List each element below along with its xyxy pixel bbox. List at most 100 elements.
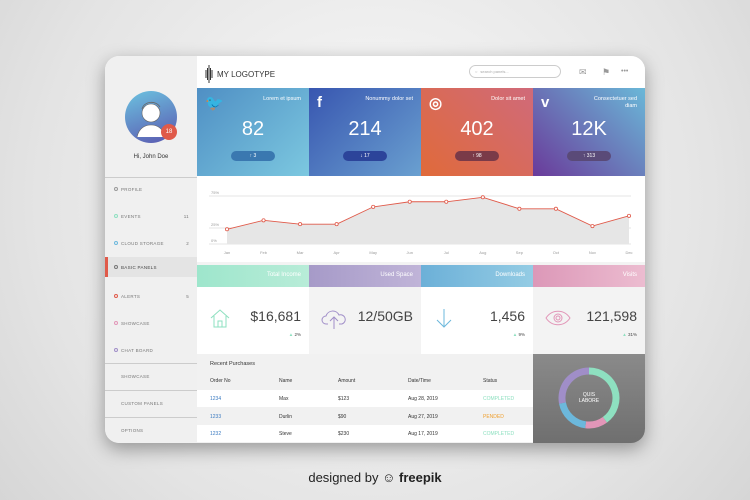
house-icon	[209, 307, 231, 334]
sidebar-item-custom-panels[interactable]: CUSTOM PANELS	[105, 393, 197, 413]
sidebar-item-alerts[interactable]: ALERTS 5	[105, 286, 197, 306]
cell-order[interactable]: 1234	[210, 396, 222, 402]
cell-name: Durlin	[279, 413, 293, 420]
data-point	[224, 227, 229, 232]
sidebar-item-options[interactable]: OPTIONS	[105, 420, 197, 440]
x-tick-label: Mar	[297, 250, 305, 255]
x-tick-label: Aug	[479, 250, 486, 255]
mail-icon[interactable]: ✉	[579, 67, 587, 77]
y-tick-label: 0%	[211, 238, 217, 243]
tile-caption: Lorem et ipsum	[263, 96, 301, 102]
vimeo-icon: v	[541, 94, 550, 111]
sidebar-item-cloud-storage[interactable]: CLOUD STORAGE 2	[105, 233, 197, 253]
cell-order[interactable]: 1232	[210, 431, 222, 437]
nav-count: 2	[186, 240, 189, 246]
search-input[interactable]: ○ search panels...	[469, 65, 561, 78]
bullet-icon	[114, 187, 118, 191]
table-row[interactable]: 1233 Durlin $90 Aug 27, 2019 PENDED	[197, 407, 533, 425]
logo[interactable]: MY LOGOTYPE	[205, 65, 275, 83]
divider	[105, 390, 197, 391]
divider	[105, 177, 197, 178]
data-point	[444, 199, 449, 204]
x-tick-label: Jan	[224, 250, 230, 255]
cell-amount: $90	[338, 413, 347, 420]
x-tick-label: Dec	[625, 250, 632, 255]
stat-card: 12/50GB	[309, 287, 421, 354]
footer-text: designed by	[308, 470, 379, 485]
tile-change: ↑ 3	[231, 151, 275, 161]
bullet-icon	[114, 265, 118, 269]
cell-order[interactable]: 1233	[210, 413, 222, 420]
notification-badge: 18	[161, 124, 177, 140]
avatar[interactable]	[125, 91, 177, 143]
nav-label: PROFILE	[121, 186, 143, 192]
footer-brand: freepik	[399, 470, 442, 485]
tile-caption: Dolor sit amet	[491, 96, 525, 102]
nav-label: ALERTS	[121, 293, 141, 299]
sidebar-item-showcase[interactable]: SHOWCASE	[105, 313, 197, 333]
stat-value: 1,456	[489, 308, 525, 324]
data-point	[298, 222, 303, 227]
sidebar: 18 Hi, John Doe PROFILE EVENTS 11 CLOUD STO…	[105, 56, 197, 443]
arrow-down-icon	[433, 307, 455, 334]
stat-card: 121,598 31%	[533, 287, 645, 354]
social-tile[interactable]: 🐦 Lorem et ipsum 82 ↑ 3	[197, 88, 309, 176]
table-header: Order No Name Amount Date/Time Status	[197, 372, 533, 389]
tile-caption: Consectetuer sed diam	[593, 96, 637, 109]
data-point	[371, 204, 376, 209]
footer: designed by ☺ freepik	[0, 470, 750, 485]
sidebar-item-chat-board[interactable]: CHAT BOARD	[105, 340, 197, 360]
cell-amount: $230	[338, 431, 350, 437]
bullet-icon	[114, 214, 118, 218]
donut-segment	[559, 402, 587, 429]
nav-label: OPTIONS	[121, 427, 144, 433]
table-title: Recent Purchases	[210, 361, 255, 367]
tile-value: 402	[460, 118, 494, 140]
divider	[105, 417, 197, 418]
data-point	[626, 213, 631, 218]
social-tile[interactable]: f Nonummy dolor set 214 ↓ 17	[309, 88, 421, 176]
x-tick-label: May	[369, 250, 377, 255]
stat-percent: 31%	[622, 332, 637, 337]
tile-value: 82	[241, 118, 265, 140]
x-tick-label: Apr	[334, 250, 341, 255]
user-greeting: Hi, John Doe	[133, 154, 169, 160]
nav-label: CHAT BOARD	[121, 347, 154, 353]
sidebar-item-basic-panels[interactable]: BASIC PANELS	[105, 257, 197, 277]
top-bar: MY LOGOTYPE ○ search panels... ✉ ⚑ •••	[197, 56, 645, 88]
user-icon	[136, 101, 166, 138]
stat-header: Total Income	[197, 265, 309, 287]
stat-card: 1,456 9%	[421, 287, 533, 354]
data-point	[590, 224, 595, 229]
y-tick-label: 25%	[211, 222, 219, 227]
cell-amount: $123	[338, 396, 350, 402]
tile-value: 214	[348, 118, 382, 140]
table-row[interactable]: 1232 Steve $230 Aug 17, 2019 COMPLETED	[197, 425, 533, 442]
freepik-logo-icon: ☺	[382, 470, 396, 485]
x-tick-label: Oct	[553, 250, 560, 255]
stat-card: $16,681 2%	[197, 287, 309, 354]
sidebar-item-profile[interactable]: PROFILE	[105, 179, 197, 199]
sidebar-item-showcase[interactable]: SHOWCASE	[105, 366, 197, 386]
tile-change: ↑ 313	[567, 151, 611, 161]
social-tile[interactable]: v Consectetuer sed diam 12K ↑ 313	[533, 88, 645, 176]
table-row[interactable]: 1234 Max $123 Aug 28, 2019 COMPLETED	[197, 390, 533, 407]
logo-icon	[205, 65, 213, 83]
column-header: Status	[483, 378, 498, 384]
sidebar-item-events[interactable]: EVENTS 11	[105, 206, 197, 226]
divider	[105, 363, 197, 364]
flag-icon[interactable]: ⚑	[602, 67, 611, 77]
donut-segment	[585, 416, 607, 429]
tile-value: 12K	[571, 118, 607, 140]
social-tile[interactable]: ◎ Dolor sit amet 402 ↑ 98	[421, 88, 533, 176]
y-tick-label: 75%	[211, 190, 219, 195]
nav-label: BASIC PANELS	[121, 264, 157, 270]
column-header: Amount	[338, 378, 356, 384]
tile-change: ↑ 98	[455, 151, 499, 161]
instagram-icon: ◎	[429, 95, 443, 112]
cell-date: Aug 17, 2019	[408, 431, 438, 437]
bullet-icon	[114, 241, 118, 245]
nav-label: CUSTOM PANELS	[121, 400, 163, 406]
more-icon[interactable]: •••	[621, 68, 629, 75]
search-placeholder: search panels...	[480, 69, 509, 74]
